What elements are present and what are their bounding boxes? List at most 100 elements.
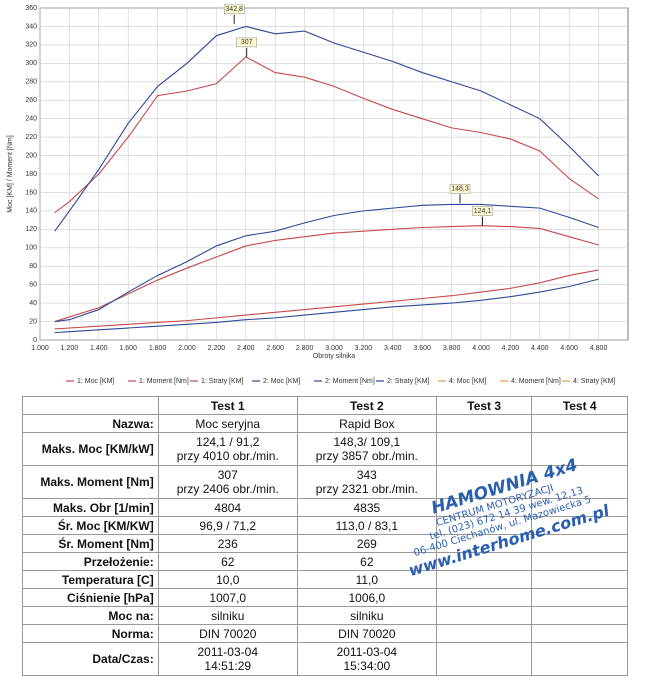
table-row: Ciśnienie [hPa] 1007,0 1006,0 xyxy=(22,588,628,607)
table-row: Temperatura [C] 10,0 11,0 xyxy=(22,570,628,589)
x-tick-label: 2.600 xyxy=(266,345,284,352)
x-tick-label: 4.400 xyxy=(531,345,549,352)
table-cell: silniku xyxy=(157,606,298,625)
annotation-label: 124,1 xyxy=(474,208,492,215)
cell-line: 343 xyxy=(356,468,377,482)
table-cell: 10,0 xyxy=(157,570,298,589)
row-label: Śr. Moc [KM/KW] xyxy=(22,516,159,535)
cell-line: Moc seryjna xyxy=(195,416,261,431)
table-cell: 148,3/ 109,1 przy 3857 obr./min. xyxy=(296,432,437,466)
y-tick-label: 40 xyxy=(29,300,37,307)
y-tick-label: 200 xyxy=(25,152,37,159)
legend-label: 4: Straty [KM] xyxy=(573,378,615,385)
x-tick-label: 1.800 xyxy=(149,345,167,352)
row-label: Nazwa: xyxy=(22,414,159,433)
table-cell: 96,9 / 71,2 xyxy=(157,516,298,535)
x-tick-label: 4.200 xyxy=(502,345,520,352)
table-cell xyxy=(531,570,628,589)
table-cell: Rapid Box xyxy=(296,414,437,433)
cell-line: Rapid Box xyxy=(339,416,395,431)
table-cell xyxy=(531,552,628,571)
legend-label: 4: Moment [Nm] xyxy=(511,378,561,385)
y-tick-label: 260 xyxy=(25,97,37,104)
table-row: Nazwa: Moc seryjna Rapid Box xyxy=(22,414,628,433)
table-cell xyxy=(531,642,628,676)
table-cell xyxy=(531,606,628,625)
table-cell xyxy=(531,624,628,643)
table-row: Maks. Moc [KM/kW] 124,1 / 91,2 przy 4010 o… xyxy=(22,432,628,466)
annotation-box xyxy=(449,183,471,194)
chart: Moc [KM] / Moment [Nm] Obroty silnika 0 2… xyxy=(7,4,629,385)
cell-line: 10,0 xyxy=(216,572,240,587)
y-tick-label: 340 xyxy=(25,23,37,30)
table-row: Maks. Moment [Nm] 307 przy 2406 obr./min. 3… xyxy=(22,465,628,499)
table-cell: 4804 xyxy=(157,498,298,517)
table-cell: 343 przy 2321 obr./min. xyxy=(296,465,437,499)
cell-line: 4804 xyxy=(214,500,242,515)
annotation-box xyxy=(223,4,245,15)
table-cell xyxy=(435,570,533,589)
table-row: Śr. Moment [Nm] 236 269 xyxy=(22,534,628,553)
y-tick-label: 140 xyxy=(25,208,37,215)
header-cell: Test 1 xyxy=(157,396,298,415)
cell-line: przy 3857 obr./min. xyxy=(315,449,418,463)
series-line xyxy=(54,203,599,323)
y-tick-label: 360 xyxy=(25,5,37,12)
row-label: Przełożenie: xyxy=(22,552,159,571)
x-tick-label: 3.200 xyxy=(355,345,373,352)
table-row: Moc na: silniku silniku xyxy=(22,606,628,625)
x-tick-label: 2.800 xyxy=(296,345,314,352)
table-row: Przełożenie: 62 62 xyxy=(22,552,628,571)
table-cell: 113,0 / 83,1 xyxy=(296,516,437,535)
legend-label: 1: Straty [KM] xyxy=(201,378,243,385)
cell-line: 269 xyxy=(356,536,377,551)
cell-line: 62 xyxy=(360,554,374,569)
table-row: Maks. Obr [1/min] 4804 4835 xyxy=(22,498,628,517)
header-cell: Test 2 xyxy=(296,396,437,415)
cell-line: 148,3/ 109,1 xyxy=(333,435,401,449)
header-cell: Test 4 xyxy=(531,396,628,415)
table-cell: 236 xyxy=(157,534,298,553)
x-tick-label: 2.400 xyxy=(237,345,255,352)
y-tick-label: 320 xyxy=(25,42,37,49)
table-cell xyxy=(531,414,628,433)
row-label: Data/Czas: xyxy=(22,642,159,676)
table-cell xyxy=(435,588,533,607)
row-label: Ciśnienie [hPa] xyxy=(22,588,159,607)
corner-cell xyxy=(22,396,159,415)
cell-line: 1006,0 xyxy=(348,590,386,605)
cell-line: 2011-03-04 xyxy=(336,645,398,659)
cell-line: 2011-03-04 xyxy=(197,645,259,659)
y-tick-label: 240 xyxy=(25,116,37,123)
annotation-label: 342,8 xyxy=(225,6,243,13)
table-cell: Moc seryjna xyxy=(157,414,298,433)
cell-line: silniku xyxy=(211,608,245,623)
x-tick-label: 1.600 xyxy=(119,345,137,352)
cell-line: DIN 70020 xyxy=(338,626,396,641)
table-cell xyxy=(435,624,533,643)
row-label: Maks. Moment [Nm] xyxy=(22,465,159,499)
legend-label: 1: Moment [Nm] xyxy=(139,378,189,385)
cell-line: 4835 xyxy=(353,500,381,515)
cell-line: 15:34:00 xyxy=(343,659,391,673)
table-cell xyxy=(531,465,628,499)
y-tick-label: 20 xyxy=(29,318,37,325)
x-tick-label: 1.200 xyxy=(61,345,79,352)
legend-label: 2: Moc [KM] xyxy=(263,378,300,385)
row-label: Maks. Obr [1/min] xyxy=(22,498,159,517)
x-tick-label: 4.600 xyxy=(560,345,578,352)
x-tick-label: 2.200 xyxy=(208,345,226,352)
table-cell: 4835 xyxy=(296,498,437,517)
series-line xyxy=(54,25,599,232)
x-tick-label: 1.400 xyxy=(90,345,108,352)
y-axis-label: Moc [KM] / Moment [Nm] xyxy=(7,135,14,212)
row-label: Moc na: xyxy=(22,606,159,625)
y-tick-label: 300 xyxy=(25,60,37,67)
cell-line: przy 2321 obr./min. xyxy=(315,482,418,496)
table-cell xyxy=(435,414,533,433)
x-tick-label: 3.800 xyxy=(443,345,461,352)
table-cell xyxy=(435,642,533,676)
cell-line: 11,0 xyxy=(355,572,379,587)
y-tick-label: 80 xyxy=(29,263,37,270)
